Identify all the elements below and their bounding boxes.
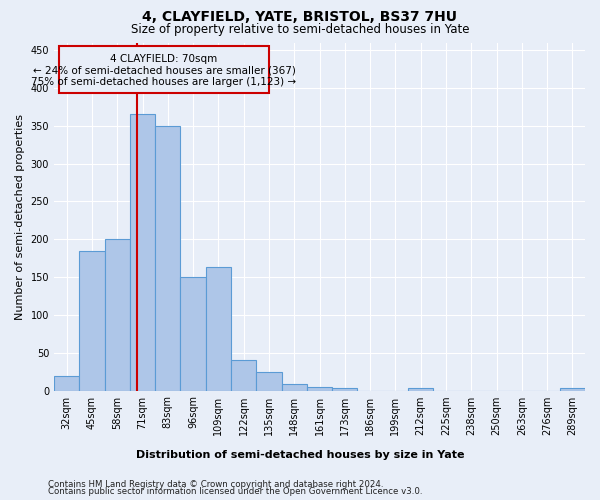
Text: Contains public sector information licensed under the Open Government Licence v3: Contains public sector information licen… (48, 488, 422, 496)
Text: 75% of semi-detached houses are larger (1,123) →: 75% of semi-detached houses are larger (… (31, 78, 296, 88)
Text: Distribution of semi-detached houses by size in Yate: Distribution of semi-detached houses by … (136, 450, 464, 460)
Bar (281, 384, 307, 390)
Bar (130, 114, 155, 390)
Bar (332, 388, 358, 390)
Bar (231, 360, 256, 390)
Bar (104, 240, 130, 390)
Bar (256, 372, 281, 390)
Bar (560, 388, 585, 390)
Text: 4, CLAYFIELD, YATE, BRISTOL, BS37 7HU: 4, CLAYFIELD, YATE, BRISTOL, BS37 7HU (143, 10, 458, 24)
Bar (79, 250, 104, 390)
Y-axis label: Number of semi-detached properties: Number of semi-detached properties (15, 114, 25, 320)
Bar (408, 388, 433, 390)
Bar (181, 277, 206, 390)
Bar (307, 387, 332, 390)
Bar (54, 376, 79, 390)
Text: 4 CLAYFIELD: 70sqm: 4 CLAYFIELD: 70sqm (110, 54, 218, 64)
Bar (206, 268, 231, 390)
FancyBboxPatch shape (59, 46, 269, 93)
Bar (155, 126, 181, 390)
Text: ← 24% of semi-detached houses are smaller (367): ← 24% of semi-detached houses are smalle… (32, 66, 295, 76)
Text: Size of property relative to semi-detached houses in Yate: Size of property relative to semi-detach… (131, 22, 469, 36)
Text: Contains HM Land Registry data © Crown copyright and database right 2024.: Contains HM Land Registry data © Crown c… (48, 480, 383, 489)
